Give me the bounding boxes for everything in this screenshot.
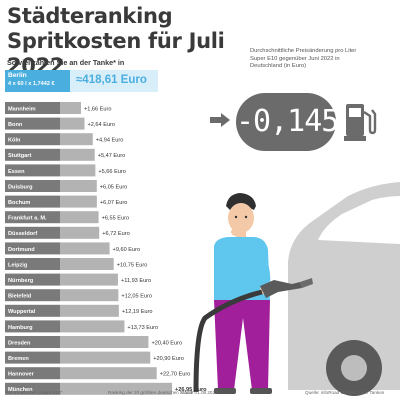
footer-note: *für 4 x 60 Liter „Super E10" (5, 390, 63, 395)
fuel-pump-icon (344, 104, 377, 141)
value-label: +2,64 Euro (88, 122, 116, 128)
city-box (5, 289, 60, 302)
city-label: Hannover (8, 372, 35, 378)
city-box (5, 164, 60, 177)
arrow-right-icon (210, 113, 230, 127)
footer-ranking: Ranking der 20 größten deutschen Städte (108, 390, 194, 395)
city-label: Bonn (8, 122, 23, 128)
price-change-description: Durchschnittliche Preisänderung pro Lite… (250, 48, 357, 69)
value-label: +10,75 Euro (117, 262, 148, 268)
city-label: Wuppertal (8, 309, 36, 315)
city-box (5, 102, 60, 114)
berlin-bar (70, 70, 158, 92)
chart-bar (60, 367, 157, 380)
chart-bar (60, 273, 118, 286)
city-box (5, 211, 60, 224)
value-label: +13,73 Euro (127, 325, 158, 331)
value-label: +5,47 Euro (98, 153, 126, 159)
price-change-value: -0,145 (236, 104, 339, 139)
city-box (5, 180, 60, 192)
chart-bar (60, 304, 119, 317)
berlin-formula: 4 x 60 l x 1,7442 € (8, 81, 55, 87)
city-label: Bremen (8, 356, 29, 362)
city-box (5, 367, 60, 380)
chart-bar (60, 351, 151, 364)
chart-bar (60, 258, 114, 270)
city-label: Dresden (8, 340, 31, 346)
city-label: Köln (8, 138, 21, 144)
city-label: Leipzig (8, 262, 28, 268)
chart-bar (60, 320, 125, 333)
city-label: München (8, 387, 33, 393)
value-label: +12,19 Euro (122, 309, 153, 315)
value-label: +6,05 Euro (100, 184, 128, 190)
footer-source: Quelle: infoRoad GmbH/Clever Tanken (305, 390, 385, 395)
city-label: Duisburg (8, 184, 33, 190)
value-label: +6,07 Euro (100, 200, 128, 206)
berlin-box: Berlin 4 x 60 l x 1,7442 € (5, 70, 70, 92)
value-label: +20,90 Euro (153, 356, 184, 362)
chart-bar (60, 211, 99, 224)
chart-bar (60, 148, 95, 161)
city-label: Hamburg (8, 325, 33, 331)
chart-bar (60, 133, 93, 146)
city-label: Düsseldorf (8, 231, 37, 237)
city-label: Bielefeld (8, 294, 32, 300)
city-box (5, 336, 60, 348)
city-box (5, 117, 60, 130)
berlin-total: ≈418,61 Euro (76, 74, 147, 86)
city-box (5, 133, 60, 146)
value-label: +6,55 Euro (102, 216, 130, 222)
chart-bar (60, 336, 149, 348)
city-box (5, 258, 60, 270)
city-box (5, 304, 60, 317)
chart-bar (60, 180, 97, 192)
city-box (5, 351, 60, 364)
price-change-display: -0,145 (236, 93, 339, 151)
value-label: +26,95 Euro (175, 387, 207, 393)
city-label: Mannheim (8, 106, 36, 112)
city-label: Frankfurt a. M. (8, 216, 47, 222)
city-box (5, 148, 60, 161)
value-label: +4,94 Euro (96, 138, 124, 144)
city-box (5, 273, 60, 286)
fuel-nozzle-icon (260, 278, 313, 298)
chart-bar (60, 289, 119, 302)
chart-bar (60, 102, 81, 114)
subtitle: So viel zahlen Sie an der Tanke* in (7, 58, 125, 67)
value-label: +6,72 Euro (102, 231, 130, 237)
page-title: Städteranking Spritkosten für Juli 2022 (7, 4, 225, 78)
chart-bar (60, 242, 110, 255)
chart-bar (60, 164, 96, 177)
city-box (5, 226, 60, 239)
city-label: Nürnberg (8, 278, 34, 284)
value-label: +9,60 Euro (113, 247, 141, 253)
value-label: +5,66 Euro (98, 169, 126, 175)
value-label: +11,93 Euro (121, 278, 151, 284)
chart-bar (60, 195, 97, 208)
value-label: +22,70 Euro (160, 372, 191, 378)
berlin-city-label: Berlin (8, 72, 27, 79)
chart-bar (60, 226, 100, 239)
city-box (5, 242, 60, 255)
city-label: Stuttgart (8, 153, 31, 159)
value-label: +1,66 Euro (84, 106, 112, 112)
value-label: +12,05 Euro (121, 294, 152, 300)
city-label: Dortmund (8, 247, 35, 253)
city-box (5, 320, 60, 333)
city-label: Essen (8, 169, 25, 175)
value-label: +20,40 Euro (151, 340, 182, 346)
chart-bar (60, 117, 85, 130)
city-box (5, 195, 60, 208)
city-box (5, 382, 60, 395)
footer-date: Stand: 01.08.2022 (180, 390, 218, 395)
chart-bar (60, 382, 173, 395)
city-label: Bochum (8, 200, 30, 206)
